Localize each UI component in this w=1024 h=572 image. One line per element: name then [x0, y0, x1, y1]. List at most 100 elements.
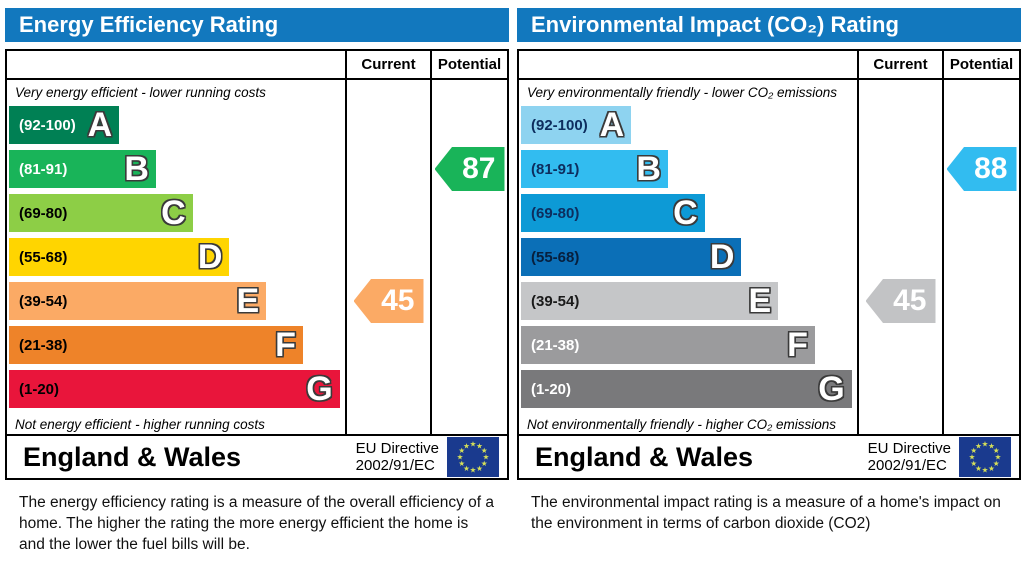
- eu-flag-icon: ★ ★ ★★ ★★ ★★ ★★ ★★: [447, 437, 499, 477]
- band-letter: G: [818, 370, 845, 408]
- panel-title: Energy Efficiency Rating: [5, 8, 509, 42]
- band-range: (55-68): [531, 248, 580, 266]
- environmental-rating-table: Current Potential Very environmentally f…: [517, 49, 1021, 480]
- svg-text:★: ★: [457, 453, 464, 462]
- svg-text:★: ★: [476, 464, 483, 473]
- band-chart: Very environmentally friendly - lower CO…: [519, 80, 857, 434]
- svg-text:★: ★: [481, 446, 488, 455]
- band-range: (69-80): [19, 204, 68, 222]
- svg-text:★: ★: [970, 459, 977, 468]
- svg-text:★: ★: [458, 459, 465, 468]
- svg-text:★: ★: [970, 446, 977, 455]
- svg-text:★: ★: [995, 453, 1002, 462]
- band-c: (69-80) C: [9, 194, 193, 232]
- band-range: (21-38): [531, 336, 580, 354]
- band-letter: D: [197, 238, 223, 276]
- column-header-row: Current Potential: [7, 51, 507, 80]
- current-column: 45: [345, 80, 430, 434]
- top-caption: Very energy efficient - lower running co…: [15, 85, 266, 100]
- bottom-caption: Not energy efficient - higher running co…: [15, 417, 265, 432]
- band-letter: G: [306, 370, 333, 408]
- svg-text:★: ★: [458, 446, 465, 455]
- band-b: (81-91) B: [9, 150, 156, 188]
- current-rating-arrow: 45: [353, 279, 424, 323]
- band-letter: E: [748, 282, 772, 320]
- band-e: (39-54) E: [9, 282, 267, 320]
- potential-column-header: Potential: [942, 51, 1019, 78]
- band-letter: B: [636, 150, 661, 188]
- band-range: (81-91): [19, 160, 68, 178]
- energy-rating-table: Current Potential Very energy efficient …: [5, 49, 509, 480]
- band-range: (55-68): [19, 248, 68, 266]
- band-letter: F: [787, 326, 808, 364]
- band-c: (69-80) C: [521, 194, 705, 232]
- svg-text:★: ★: [982, 466, 989, 475]
- svg-text:★: ★: [993, 459, 1000, 468]
- svg-text:★: ★: [988, 464, 995, 473]
- band-d: (55-68) D: [9, 238, 230, 276]
- chart-body: Very energy efficient - lower running co…: [7, 80, 507, 434]
- footer-row: England & Wales EU Directive 2002/91/EC …: [519, 434, 1019, 478]
- svg-text:★: ★: [483, 453, 490, 462]
- band-letter: E: [236, 282, 260, 320]
- current-rating-arrow: 45: [865, 279, 936, 323]
- potential-rating-arrow: 87: [434, 147, 505, 191]
- svg-text:★: ★: [463, 441, 470, 450]
- band-letter: D: [709, 238, 735, 276]
- band-letter: F: [275, 326, 296, 364]
- svg-text:★: ★: [481, 459, 488, 468]
- svg-text:★: ★: [470, 440, 477, 449]
- eu-flag-icon: ★ ★ ★★ ★★ ★★ ★★ ★★: [959, 437, 1011, 477]
- footer-row: England & Wales EU Directive 2002/91/EC …: [7, 434, 507, 478]
- band-letter: C: [673, 194, 698, 232]
- svg-text:★: ★: [476, 441, 483, 450]
- column-header-row: Current Potential: [519, 51, 1019, 80]
- band-range: (21-38): [19, 336, 68, 354]
- band-a: (92-100) A: [9, 106, 120, 144]
- blank-header-cell: [519, 51, 857, 78]
- band-e: (39-54) E: [521, 282, 779, 320]
- band-letter: A: [87, 106, 113, 144]
- band-range: (92-100): [19, 116, 76, 134]
- energy-description: The energy efficiency rating is a measur…: [19, 494, 495, 553]
- band-letter: A: [599, 106, 625, 144]
- band-range: (69-80): [531, 204, 580, 222]
- svg-text:★: ★: [982, 440, 989, 449]
- potential-column: 87: [430, 80, 507, 434]
- eu-directive-label: EU Directive 2002/91/EC: [867, 440, 951, 474]
- svg-text:★: ★: [463, 464, 470, 473]
- potential-rating-arrow: 88: [946, 147, 1017, 191]
- band-chart: Very energy efficient - lower running co…: [7, 80, 345, 434]
- blank-header-cell: [7, 51, 345, 78]
- band-d: (55-68) D: [521, 238, 742, 276]
- svg-text:★: ★: [993, 446, 1000, 455]
- potential-column-header: Potential: [430, 51, 507, 78]
- svg-text:★: ★: [969, 453, 976, 462]
- environmental-description: The environmental impact rating is a mea…: [531, 494, 1001, 532]
- band-range: (1-20): [19, 380, 60, 398]
- potential-column: 88: [942, 80, 1019, 434]
- svg-text:★: ★: [975, 441, 982, 450]
- band-range: (1-20): [531, 380, 572, 398]
- band-a: (92-100) A: [521, 106, 632, 144]
- band-letter: C: [161, 194, 186, 232]
- bottom-caption: Not environmentally friendly - higher CO…: [527, 417, 837, 432]
- band-letter: B: [124, 150, 149, 188]
- band-g: (1-20) G: [9, 370, 340, 408]
- svg-text:★: ★: [470, 466, 477, 475]
- svg-text:★: ★: [988, 441, 995, 450]
- band-b: (81-91) B: [521, 150, 668, 188]
- chart-body: Very environmentally friendly - lower CO…: [519, 80, 1019, 434]
- band-range: (92-100): [531, 116, 588, 134]
- top-caption: Very environmentally friendly - lower CO…: [527, 85, 837, 100]
- region-label: England & Wales: [23, 441, 242, 472]
- band-range: (39-54): [19, 292, 68, 310]
- band-f: (21-38) F: [9, 326, 303, 364]
- band-range: (39-54): [531, 292, 580, 310]
- svg-text:★: ★: [975, 464, 982, 473]
- region-label: England & Wales: [535, 441, 754, 472]
- band-g: (1-20) G: [521, 370, 852, 408]
- band-range: (81-91): [531, 160, 580, 178]
- panel-title: Environmental Impact (CO₂) Rating: [517, 8, 1021, 42]
- current-column: 45: [857, 80, 942, 434]
